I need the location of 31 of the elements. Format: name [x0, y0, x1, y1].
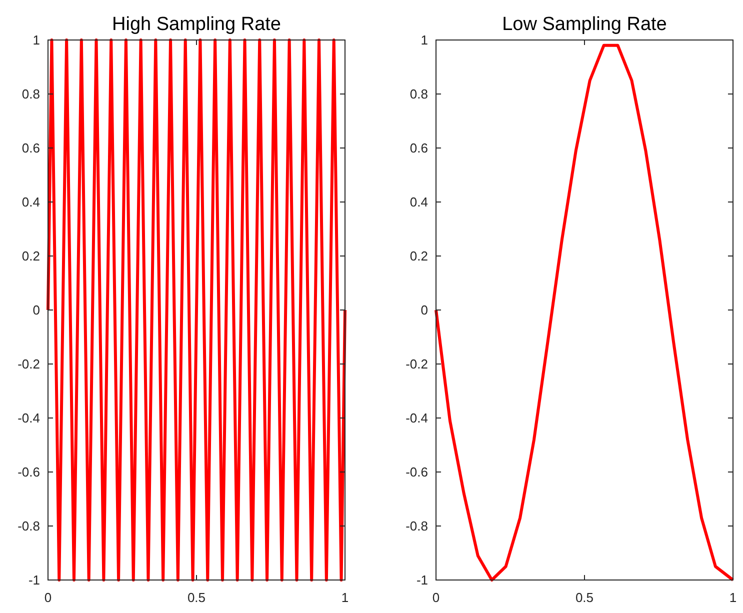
y-tick-label: 0.8 — [22, 86, 40, 102]
x-tick-label: 0 — [432, 590, 440, 605]
y-tick-label: -0.8 — [406, 518, 428, 534]
chart-title: High Sampling Rate — [112, 14, 281, 35]
x-tick-label: 0 — [44, 590, 52, 605]
x-tick-label: 1 — [341, 590, 349, 605]
y-tick-label: 1 — [32, 32, 40, 48]
y-tick-label: 0.8 — [410, 86, 428, 102]
x-tick-label: 0.5 — [575, 590, 594, 605]
y-tick-label: 0.2 — [22, 248, 40, 264]
y-tick-label: 1 — [420, 32, 428, 48]
y-tick-label: -0.8 — [18, 518, 40, 534]
y-tick-label: -1 — [416, 572, 428, 588]
y-tick-label: -0.4 — [406, 410, 428, 426]
y-tick-label: -0.6 — [406, 464, 428, 480]
y-tick-label: 0.4 — [22, 194, 40, 210]
y-tick-label: 0.2 — [410, 248, 428, 264]
y-tick-label: 0.4 — [410, 194, 428, 210]
y-tick-label: 0 — [420, 302, 428, 318]
y-tick-label: 0.6 — [410, 140, 428, 156]
y-tick-label: -0.2 — [406, 356, 428, 372]
x-tick-label: 0.5 — [187, 590, 206, 605]
x-tick-label: 1 — [729, 590, 737, 605]
y-tick-label: 0 — [32, 302, 40, 318]
y-tick-label: -1 — [28, 572, 40, 588]
y-tick-label: 0.6 — [22, 140, 40, 156]
y-tick-label: -0.4 — [18, 410, 40, 426]
y-tick-label: -0.6 — [18, 464, 40, 480]
y-tick-label: -0.2 — [18, 356, 40, 372]
chart-title: Low Sampling Rate — [502, 14, 667, 35]
line-series — [434, 44, 734, 582]
